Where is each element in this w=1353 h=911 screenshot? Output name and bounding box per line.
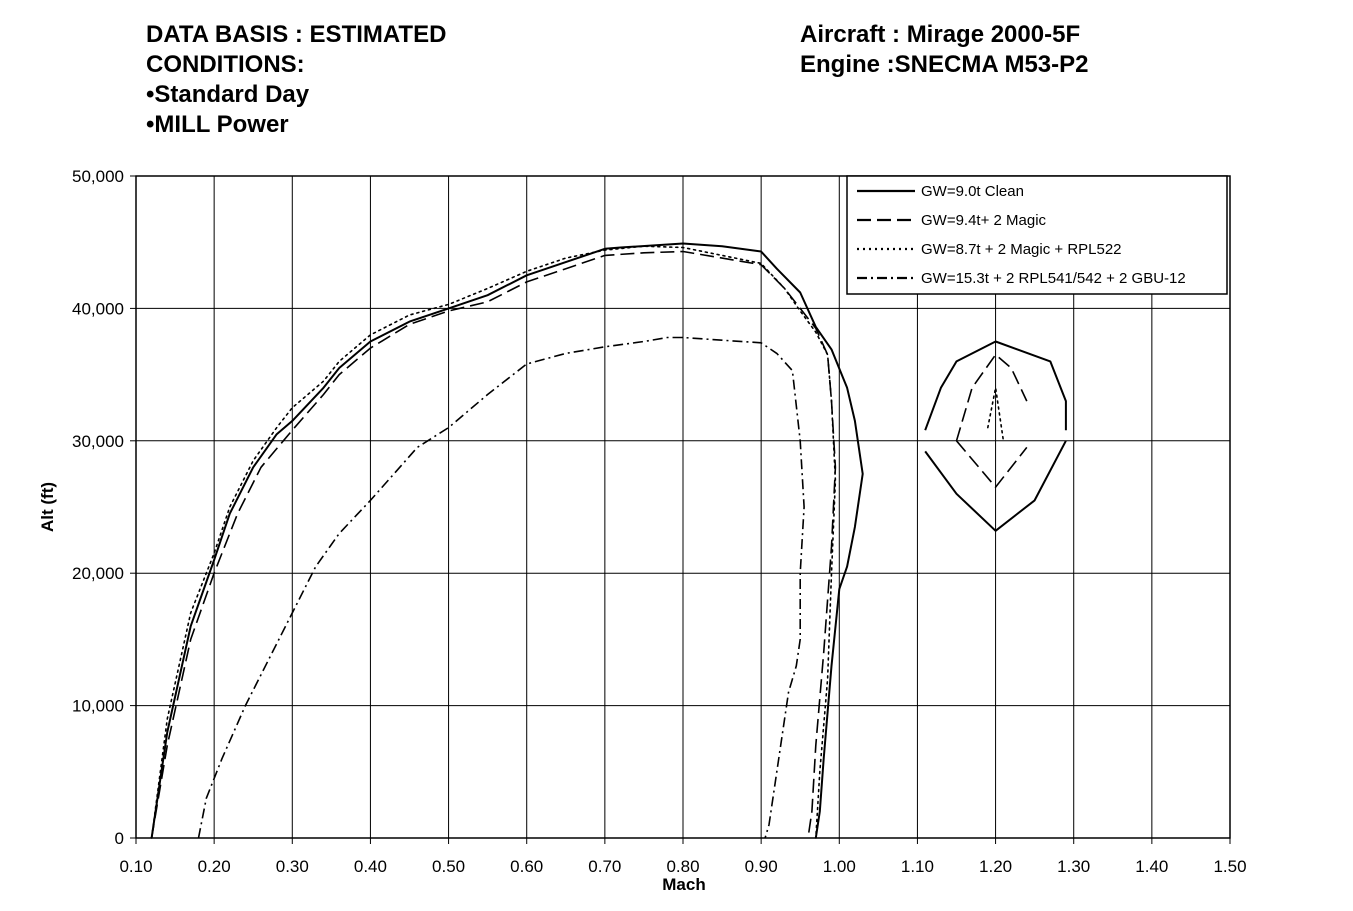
series-1-line — [150, 242, 864, 839]
y-tick-label: 40,000 — [72, 299, 124, 318]
y-tick-label: 0 — [115, 829, 124, 848]
legend-label: GW=9.0t Clean — [921, 183, 1024, 200]
x-tick-label: 1.20 — [979, 857, 1012, 876]
header-aircraft: Aircraft : Mirage 2000-5F — [800, 21, 1081, 48]
y-axis-label: Alt (ft) — [38, 482, 57, 532]
series-1 — [150, 242, 1067, 839]
legend-box — [846, 175, 1228, 295]
series-4-line — [197, 336, 805, 839]
header-engine: Engine :SNECMA M53-P2 — [800, 51, 1089, 78]
x-tick-label: 0.40 — [354, 857, 387, 876]
x-tick-label: 1.40 — [1135, 857, 1168, 876]
header-mill-power: •MILL Power — [146, 111, 289, 138]
x-tick-label: 0.80 — [666, 857, 699, 876]
series-2 — [150, 250, 1028, 839]
y-tick-label: 10,000 — [72, 697, 124, 716]
header-conditions: DATA BASIS : ESTIMATED CONDITIONS: •Stan… — [146, 20, 446, 140]
x-tick-label: 0.20 — [198, 857, 231, 876]
y-tick-label: 20,000 — [72, 564, 124, 583]
series-1-line — [924, 440, 1067, 532]
series-1-line — [924, 340, 1067, 431]
plot-frame — [135, 175, 1231, 839]
series-2-line — [955, 353, 1028, 442]
x-tick-label: 0.50 — [432, 857, 465, 876]
header-aircraft-info: Aircraft : Mirage 2000-5F Engine :SNECMA… — [800, 20, 1088, 80]
series-2-line — [150, 250, 837, 839]
legend-label: GW=9.4t+ 2 Magic — [921, 212, 1047, 229]
legend-label: GW=15.3t + 2 RPL541/542 + 2 GBU-12 — [921, 270, 1186, 287]
header-standard-day: •Standard Day — [146, 81, 310, 108]
header-data-basis: DATA BASIS : ESTIMATED — [146, 21, 447, 48]
y-tick-label: 50,000 — [72, 167, 124, 186]
y-tick-label: 30,000 — [72, 432, 124, 451]
header-conditions-label: CONDITIONS: — [146, 51, 305, 78]
x-tick-label: 1.50 — [1213, 857, 1246, 876]
chart-legend: GW=9.0t Clean GW=9.4t+ 2 Magic GW=8.7t + 2… — [846, 175, 1228, 295]
series-3-line — [987, 387, 1005, 442]
chart-series — [150, 242, 1067, 839]
series-2-line — [955, 440, 1028, 488]
legend-label: GW=8.7t + 2 Magic + RPL522 — [921, 241, 1122, 258]
series-3-line — [150, 245, 837, 839]
series-4 — [197, 336, 805, 839]
series-3 — [150, 245, 1005, 839]
x-tick-label: 0.60 — [510, 857, 543, 876]
chart-axes: 0.10 0.20 0.30 0.40 0.50 0.60 0.70 0.80 0.90 1.00… — [72, 167, 1247, 876]
x-tick-label: 0.10 — [119, 857, 152, 876]
x-axis-label: Mach — [662, 875, 705, 894]
x-tick-label: 1.10 — [901, 857, 934, 876]
x-tick-label: 0.30 — [276, 857, 309, 876]
x-tick-label: 1.00 — [823, 857, 856, 876]
x-tick-label: 0.90 — [745, 857, 778, 876]
x-tick-label: 0.70 — [588, 857, 621, 876]
x-tick-label: 1.30 — [1057, 857, 1090, 876]
